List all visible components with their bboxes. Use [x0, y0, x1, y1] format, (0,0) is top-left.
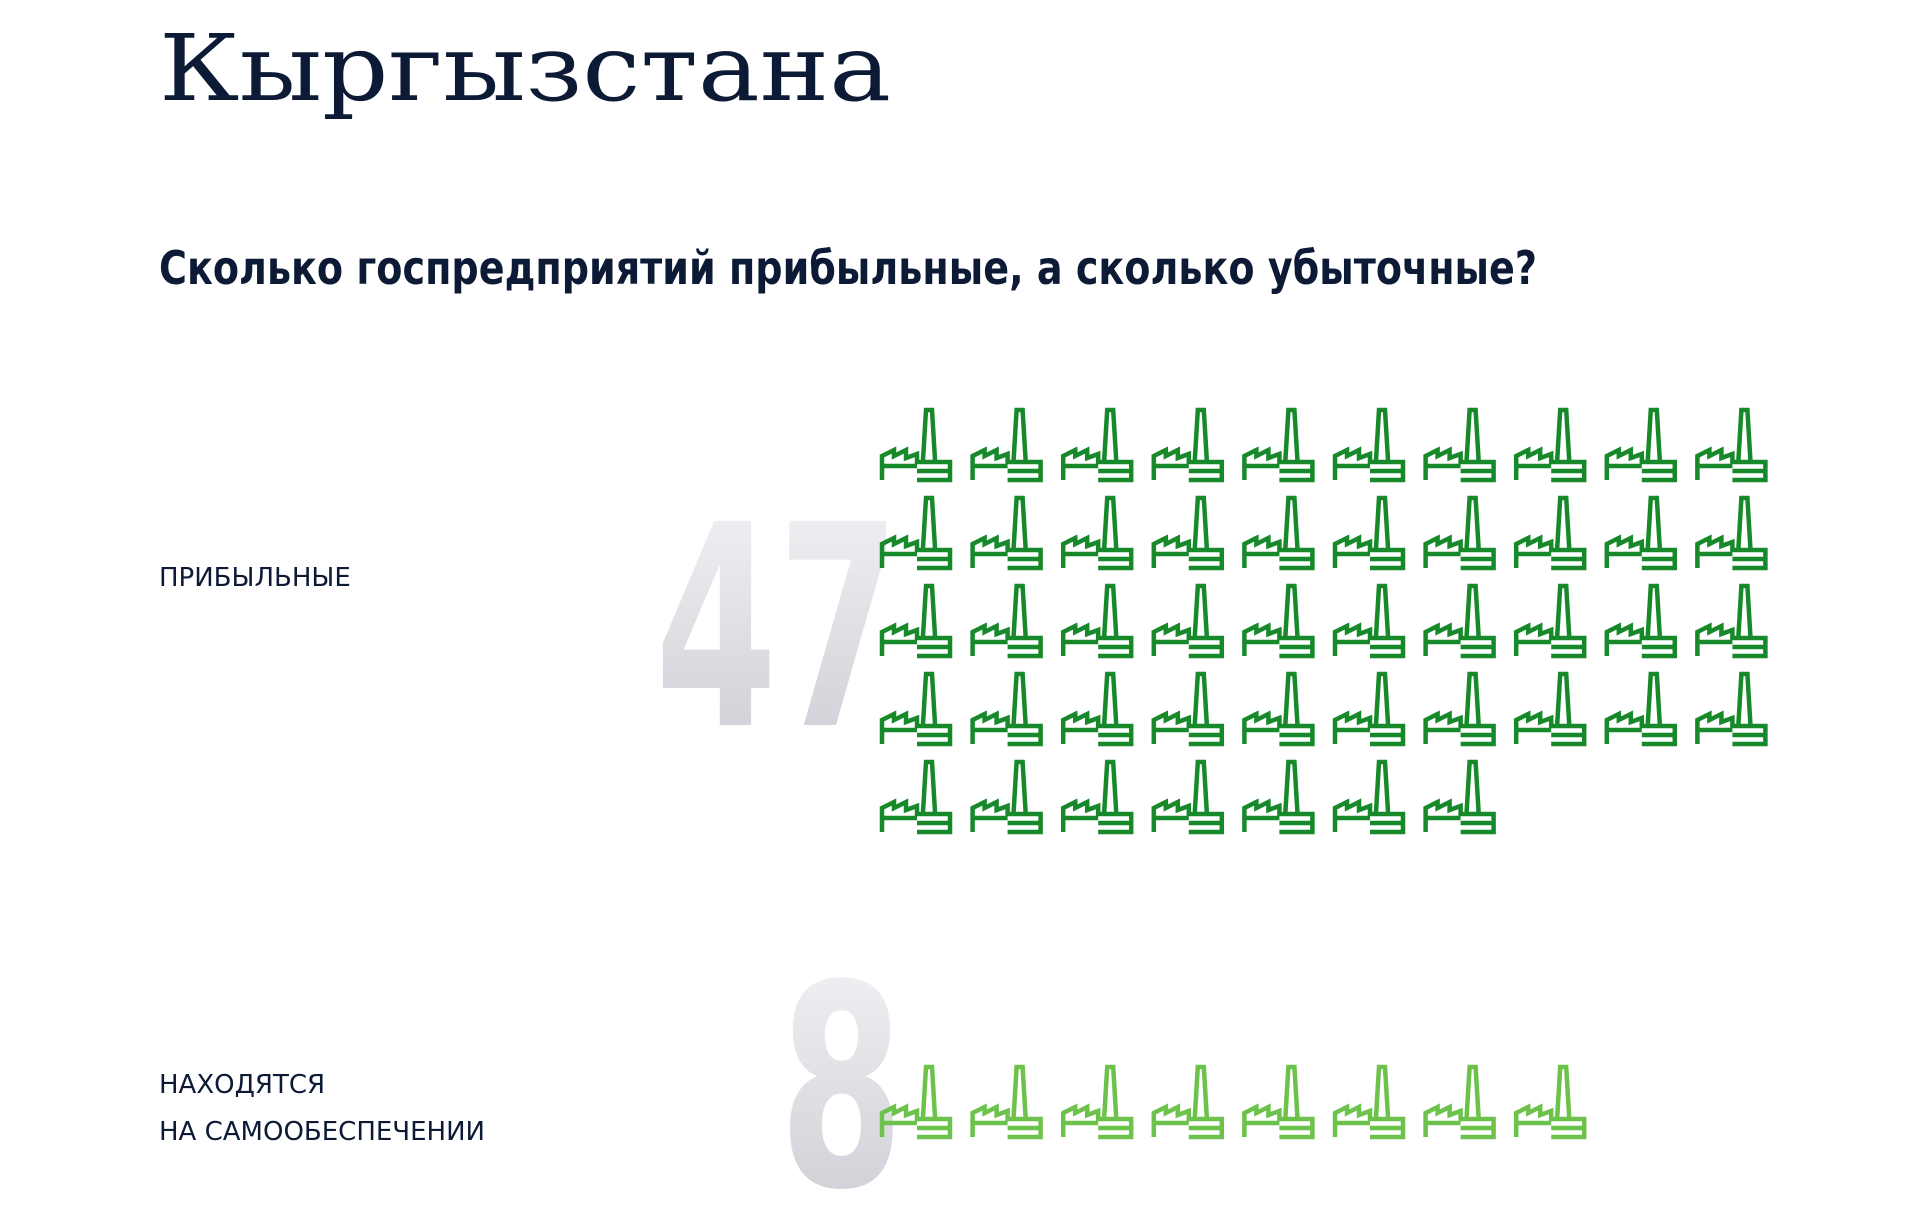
factory-icon	[1154, 410, 1222, 480]
group-label: НАХОДЯТСЯ	[159, 1070, 325, 1100]
factory-icon	[1063, 762, 1131, 832]
factory-icon	[973, 1067, 1041, 1137]
factory-icon	[1154, 586, 1222, 656]
factory-icon	[1063, 498, 1131, 568]
factory-icon	[1063, 674, 1131, 744]
factory-icon	[1154, 498, 1222, 568]
factory-icon	[1516, 1067, 1584, 1137]
factory-icon	[1607, 410, 1675, 480]
big-number: 8	[779, 926, 904, 1211]
factory-icon	[1335, 1067, 1403, 1137]
factory-icon	[1516, 586, 1584, 656]
factory-icon	[1335, 410, 1403, 480]
factory-icon	[1244, 762, 1312, 832]
factory-icon	[1516, 674, 1584, 744]
factory-icon	[1244, 498, 1312, 568]
factory-icon	[1426, 586, 1494, 656]
factory-icon	[1426, 1067, 1494, 1137]
factory-icon	[973, 674, 1041, 744]
factory-icon	[1244, 586, 1312, 656]
factory-icon	[1516, 410, 1584, 480]
group-label: НА САМООБЕСПЕЧЕНИИ	[159, 1117, 485, 1147]
factory-icon	[1335, 498, 1403, 568]
factory-icon	[1426, 674, 1494, 744]
subtitle: Сколько госпредприятий прибыльные, а ско…	[159, 241, 1537, 295]
factory-icon	[1335, 762, 1403, 832]
factory-icon	[1154, 1067, 1222, 1137]
factory-icon	[1426, 762, 1494, 832]
factory-icon	[973, 410, 1041, 480]
factory-icon	[973, 498, 1041, 568]
factory-icon	[1063, 586, 1131, 656]
factory-icon	[1335, 586, 1403, 656]
factory-icon	[1426, 410, 1494, 480]
factory-icon	[1697, 498, 1765, 568]
factory-icon	[1607, 498, 1675, 568]
factory-icon	[1244, 410, 1312, 480]
factory-icon	[1697, 674, 1765, 744]
factory-icon	[1154, 674, 1222, 744]
factory-icon	[1607, 674, 1675, 744]
factory-icon	[1244, 1067, 1312, 1137]
title: Кыргызстана	[159, 15, 891, 122]
factory-icon	[1244, 674, 1312, 744]
factory-icon	[973, 586, 1041, 656]
factory-icon	[1516, 498, 1584, 568]
factory-icon	[1426, 498, 1494, 568]
factory-icon	[1154, 762, 1222, 832]
factory-icon	[1335, 674, 1403, 744]
group-label: ПРИБЫЛЬНЫЕ	[159, 563, 351, 593]
factory-icon	[1607, 586, 1675, 656]
factory-icon	[973, 762, 1041, 832]
big-number: 47	[655, 466, 900, 792]
factory-icon	[1697, 410, 1765, 480]
factory-icon	[1063, 1067, 1131, 1137]
factory-icon	[1063, 410, 1131, 480]
factory-icon	[1697, 586, 1765, 656]
